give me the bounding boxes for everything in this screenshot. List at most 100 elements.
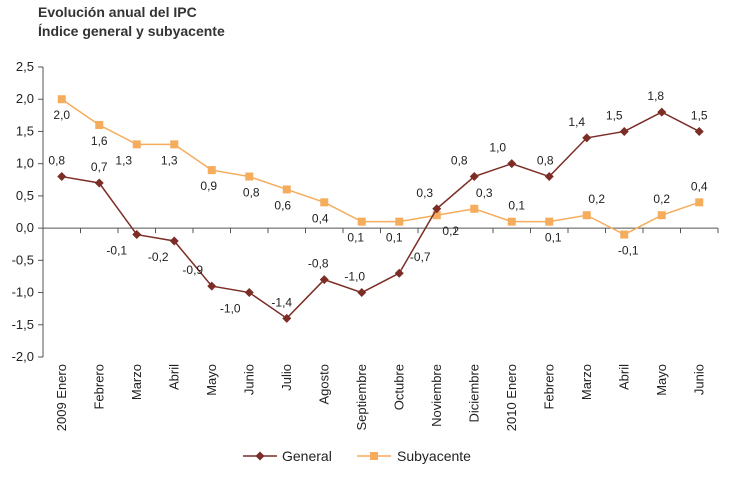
data-label-general: 0,7 [91, 160, 108, 174]
data-label-subyacente: 0,6 [274, 198, 291, 212]
point-subyacente [95, 121, 104, 129]
point-subyacente [132, 140, 141, 149]
x-tick-label: Mayo [654, 364, 669, 396]
series-line-subyacente [61, 98, 700, 236]
point-general [357, 288, 367, 298]
point-subyacente [432, 211, 441, 220]
point-subyacente [245, 172, 254, 181]
legend-label-general: General [282, 448, 332, 464]
data-label-subyacente: 1,6 [91, 134, 108, 148]
data-label-general: 0,8 [48, 154, 65, 168]
legend-marker-general [255, 451, 265, 461]
data-label-general: 0,8 [451, 154, 468, 168]
point-general [694, 126, 704, 136]
x-tick-label: 2009 Enero [54, 364, 69, 431]
point-general [207, 281, 217, 291]
data-label-general: 0,3 [416, 186, 433, 200]
data-label-subyacente: 0,8 [243, 186, 260, 200]
data-label-subyacente: 0,1 [545, 231, 562, 245]
point-general [582, 133, 592, 143]
x-tick-label: Febrero [91, 364, 106, 410]
data-label-subyacente: 1,3 [115, 153, 132, 167]
point-subyacente [357, 217, 366, 226]
point-general [282, 313, 292, 323]
point-subyacente [657, 211, 666, 220]
point-general [544, 172, 554, 182]
y-tick-label: -1,5 [12, 317, 34, 332]
data-label-general: -0,2 [148, 250, 169, 264]
x-tick-label: Noviembre [429, 364, 444, 427]
data-label-general: -1,4 [271, 295, 292, 309]
data-label-general: 1,0 [489, 141, 506, 155]
x-tick-label: Octubre [391, 364, 406, 410]
x-tick-label: Diciembre [466, 364, 481, 423]
point-general [469, 172, 479, 182]
point-subyacente [545, 217, 554, 226]
data-label-general: 1,8 [647, 89, 664, 103]
y-tick-label: 0,0 [16, 220, 34, 235]
x-tick-label: Mayo [204, 364, 219, 396]
series-line-general [61, 111, 700, 320]
x-tick-label: Junio [691, 364, 706, 395]
y-tick-label: 2,5 [16, 59, 34, 74]
point-subyacente [470, 204, 479, 213]
point-subyacente [320, 198, 329, 207]
data-label-subyacente: 0,2 [442, 224, 459, 238]
data-label-general: -0,8 [308, 257, 329, 271]
point-subyacente [507, 217, 516, 226]
legend-marker-subyacente [370, 452, 378, 460]
y-tick-label: -0,5 [12, 252, 34, 267]
y-tick-label: 2,0 [16, 91, 34, 106]
point-general [244, 288, 254, 298]
data-label-subyacente: 0,4 [312, 211, 329, 225]
data-label-subyacente: 2,0 [53, 108, 70, 122]
y-tick-label: 1,5 [16, 123, 34, 138]
x-tick-label: Febrero [541, 364, 556, 410]
x-tick-label: Marzo [579, 364, 594, 400]
x-tick-label: Julio [279, 364, 294, 391]
data-label-subyacente: 0,2 [588, 192, 605, 206]
x-tick-label: Junio [241, 364, 256, 395]
data-label-subyacente: 0,4 [691, 179, 708, 193]
chart-title: Evolución anual del IPC [38, 4, 197, 20]
y-tick-label: -1,0 [12, 285, 34, 300]
point-general [319, 275, 329, 285]
chart-subtitle: Índice general y subyacente [38, 23, 225, 39]
x-tick-label: Abril [166, 364, 181, 390]
y-tick-label: 0,5 [16, 188, 34, 203]
point-general [657, 107, 667, 117]
point-subyacente [582, 211, 591, 220]
point-general [432, 204, 442, 214]
point-general [94, 178, 104, 188]
point-general [394, 268, 404, 278]
point-subyacente [57, 95, 66, 104]
point-subyacente [620, 230, 629, 239]
point-general [507, 159, 517, 169]
data-label-subyacente: 0,1 [386, 231, 403, 245]
point-subyacente [695, 198, 704, 207]
x-tick-label: Abril [616, 364, 631, 390]
y-tick-label: -2,0 [12, 349, 34, 364]
data-label-general: 1,5 [606, 108, 623, 122]
data-label-general: -0,7 [410, 250, 431, 264]
legend-label-subyacente: Subyacente [397, 448, 471, 464]
x-tick-label: Septiembre [354, 364, 369, 430]
x-tick-label: 2010 Enero [504, 364, 519, 431]
data-label-general: 1,5 [691, 108, 708, 122]
data-label-subyacente: 0,3 [476, 186, 493, 200]
point-general [57, 172, 67, 182]
data-label-general: -1,0 [344, 270, 365, 284]
point-subyacente [170, 140, 179, 149]
data-label-general: 0,8 [537, 154, 554, 168]
data-label-subyacente: 0,9 [200, 179, 217, 193]
point-subyacente [282, 185, 291, 194]
point-subyacente [207, 166, 216, 175]
data-label-subyacente: 0,1 [347, 231, 364, 245]
y-tick-label: 1,0 [16, 156, 34, 171]
point-general [132, 230, 142, 240]
x-tick-label: Agosto [316, 364, 331, 404]
point-subyacente [395, 217, 404, 226]
data-label-subyacente: 1,3 [161, 153, 178, 167]
data-label-general: -0,1 [106, 244, 127, 258]
